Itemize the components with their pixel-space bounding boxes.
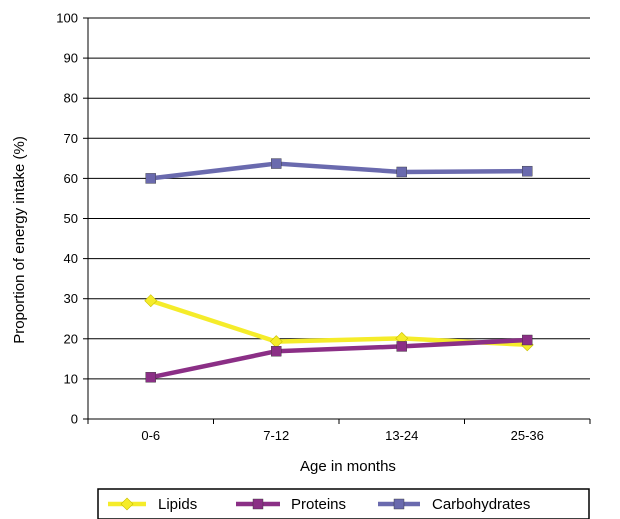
- y-tick-label: 0: [71, 412, 78, 427]
- y-tick-label: 10: [64, 371, 78, 386]
- y-tick-label: 100: [56, 11, 78, 26]
- series-point: [522, 165, 533, 177]
- x-tick-label: 25-36: [511, 428, 544, 443]
- y-tick-label: 70: [64, 131, 78, 146]
- x-tick-label: 7-12: [263, 428, 289, 443]
- gridlines: [88, 17, 590, 380]
- y-axis-title: Proportion of energy intake (%): [11, 136, 28, 344]
- y-tick-label: 20: [64, 331, 78, 346]
- axes: [87, 18, 590, 420]
- series-point: [145, 372, 156, 383]
- legend-label: Lipids: [158, 496, 197, 513]
- legend-item-carbohydrates: Carbohydrates: [378, 496, 530, 513]
- series-point: [396, 166, 407, 178]
- legend: Lipids Proteins Carbohydrates: [97, 488, 590, 519]
- y-tick-label: 60: [64, 171, 78, 186]
- y-tick-label: 40: [64, 251, 78, 266]
- series-point: [144, 294, 158, 308]
- series-point: [271, 346, 282, 357]
- y-tick-label: 90: [64, 51, 78, 66]
- x-axis-title: Age in months: [300, 458, 396, 475]
- x-tick-label: 0-6: [141, 428, 160, 443]
- series-proteins: [145, 334, 533, 383]
- legend-item-proteins: Proteins: [236, 496, 346, 513]
- series-point: [120, 497, 134, 511]
- series-point: [396, 341, 407, 352]
- series-line-lipids: [150, 298, 528, 348]
- y-tick-label: 50: [64, 211, 78, 226]
- y-tick-label: 80: [64, 91, 78, 106]
- series-point: [271, 158, 282, 169]
- series-point: [252, 498, 264, 510]
- series-point: [393, 498, 405, 510]
- legend-box: [97, 488, 590, 519]
- series-line-carbohydrates: [150, 161, 528, 181]
- y-axis-ticks: 0 10 20 30 40 50 60 70 80 90 100: [56, 11, 88, 427]
- x-tick-label: 13-24: [385, 428, 418, 443]
- series-point: [269, 335, 283, 349]
- series-point: [145, 173, 156, 184]
- legend-item-lipids: Lipids: [108, 496, 197, 513]
- legend-label: Proteins: [291, 496, 346, 513]
- series-line-proteins: [150, 337, 528, 380]
- x-axis-ticks: 0-6 7-12 13-24 25-36: [87, 419, 591, 443]
- series-carbohydrates: [145, 158, 533, 184]
- series-point: [522, 334, 533, 346]
- legend-label: Carbohydrates: [432, 496, 530, 513]
- y-tick-label: 30: [64, 291, 78, 306]
- series-group: [144, 158, 534, 383]
